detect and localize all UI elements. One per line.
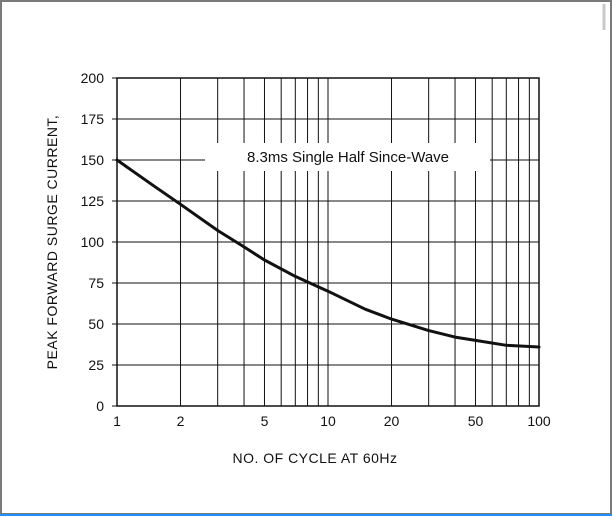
annotation-background [205, 143, 490, 171]
grid [117, 78, 539, 406]
y-tick-label: 100 [81, 234, 105, 250]
y-tick-label: 150 [81, 152, 105, 168]
y-tick-label: 125 [81, 193, 105, 209]
x-tick-label: 100 [527, 413, 551, 429]
y-axis-label: PEAK FORWARD SURGE CURRENT, [44, 115, 60, 370]
x-tick-label: 5 [261, 413, 269, 429]
annotation-text: 8.3ms Single Half Since-Wave [247, 149, 449, 166]
x-tick-label: 2 [177, 413, 185, 429]
x-tick-label: 50 [468, 413, 484, 429]
y-tick-label: 25 [88, 357, 104, 373]
y-tick-label: 50 [88, 316, 104, 332]
x-tick-label: 10 [320, 413, 336, 429]
x-tick-label: 1 [113, 413, 121, 429]
y-tick-label: 200 [81, 70, 105, 86]
y-tick-label: 175 [81, 111, 105, 127]
x-tick-label: 20 [384, 413, 400, 429]
surge-curve-line [115, 158, 541, 349]
annotation: 8.3ms Single Half Since-Wave [205, 143, 490, 171]
y-tick-label: 75 [88, 275, 104, 291]
x-axis-label: NO. OF CYCLE AT 60Hz [232, 450, 397, 466]
y-tick-label: 0 [96, 398, 104, 414]
